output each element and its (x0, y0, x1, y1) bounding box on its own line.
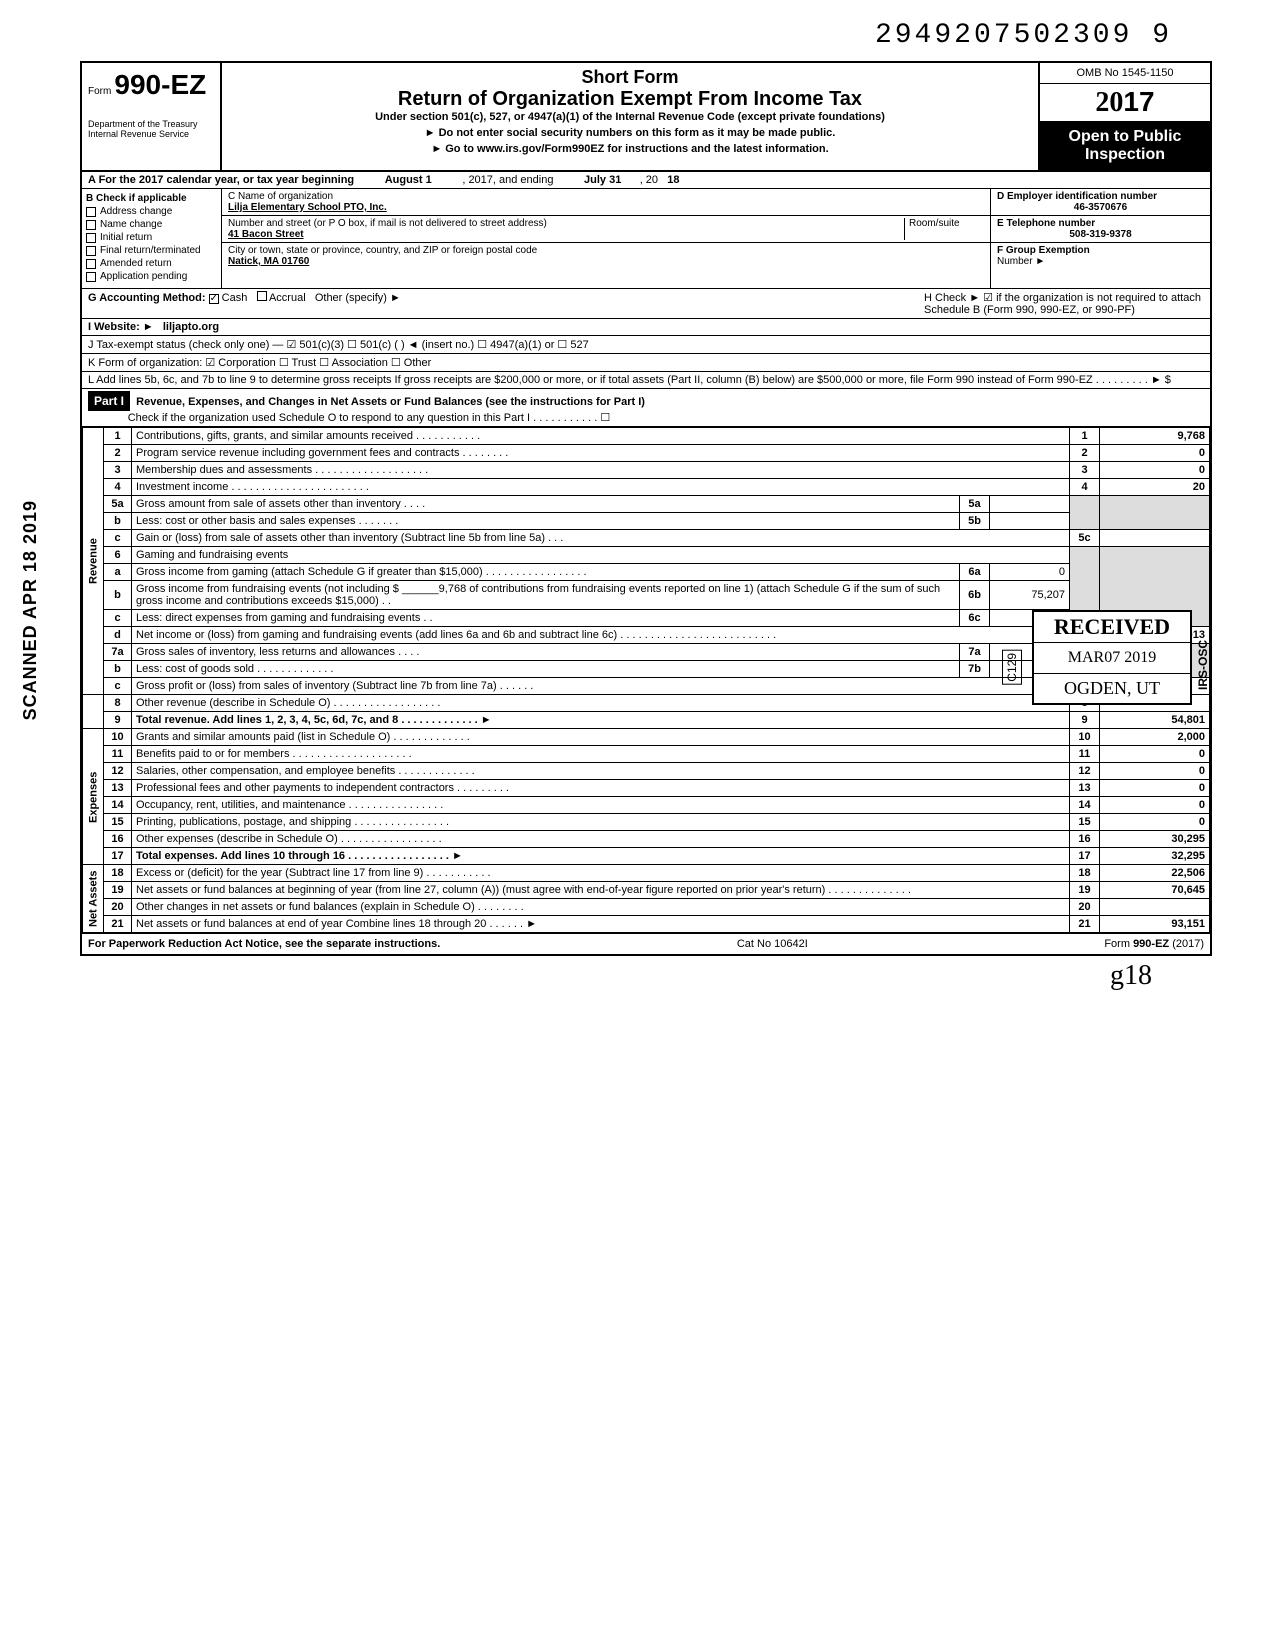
form-number-cell: Form 990-EZ Department of the Treasury I… (82, 63, 222, 170)
chk-pending[interactable]: Application pending (86, 271, 217, 282)
footer-right: Form 990-EZ (2017) (1104, 938, 1204, 950)
revenue-label: Revenue (83, 428, 104, 695)
e-label: E Telephone number (997, 218, 1204, 229)
document-locator-number: 2949207502309 9 (80, 20, 1212, 51)
row-a-tax-year: A For the 2017 calendar year, or tax yea… (82, 172, 1210, 189)
form-number: 990-EZ (114, 69, 206, 100)
g-label: G Accounting Method: (88, 292, 206, 304)
street-address: 41 Bacon Street (228, 229, 904, 240)
part-1-check: Check if the organization used Schedule … (128, 412, 611, 424)
right-header: OMB No 1545-1150 2017 Open to Public Ins… (1040, 63, 1210, 170)
i-label: I Website: ► (88, 321, 154, 333)
row-l-gross-receipts: L Add lines 5b, 6c, and 7b to line 9 to … (82, 372, 1210, 389)
form-header: Form 990-EZ Department of the Treasury I… (82, 63, 1210, 172)
chk-final-return[interactable]: Final return/terminated (86, 245, 217, 256)
chk-address-change[interactable]: Address change (86, 206, 217, 217)
stamp-location: OGDEN, UT (1034, 674, 1190, 703)
col-b-title: B Check if applicable (86, 193, 217, 204)
form-990ez: Form 990-EZ Department of the Treasury I… (80, 61, 1212, 956)
city-state-zip: Natick, MA 01760 (228, 256, 984, 267)
row-k-org-form: K Form of organization: ☑ Corporation ☐ … (82, 354, 1210, 372)
section-bcd: B Check if applicable Address change Nam… (82, 189, 1210, 289)
short-form-label: Short Form (226, 67, 1034, 88)
goto-url: ► Go to www.irs.gov/Form990EZ for instru… (226, 143, 1034, 155)
part-1-label: Part I (88, 391, 130, 411)
street-label: Number and street (or P O box, if mail i… (228, 218, 904, 229)
main-title: Return of Organization Exempt From Incom… (226, 88, 1034, 111)
end-year: 18 (667, 174, 679, 186)
title-cell: Short Form Return of Organization Exempt… (222, 63, 1040, 170)
chk-name-change[interactable]: Name change (86, 219, 217, 230)
open-inspection: Open to Public Inspection (1040, 122, 1210, 170)
stamp-c129: C129 (1002, 650, 1022, 685)
footer-mid: Cat No 10642I (737, 938, 808, 950)
col-c-org-info: C Name of organization Lilja Elementary … (222, 189, 990, 288)
subtitle: Under section 501(c), 527, or 4947(a)(1)… (226, 111, 1034, 123)
ein-value: 46-3570676 (997, 202, 1204, 213)
row-h: H Check ► ☑ if the organization is not r… (924, 291, 1204, 316)
website-value: liljapto.org (163, 321, 219, 333)
expenses-label: Expenses (83, 729, 104, 865)
signature: g18 (80, 960, 1212, 992)
chk-accrual[interactable] (257, 291, 267, 301)
part-1-title: Revenue, Expenses, and Changes in Net As… (136, 396, 645, 408)
part-1-header: Part I Revenue, Expenses, and Changes in… (82, 389, 1210, 427)
begin-date: August 1 (385, 174, 432, 186)
omb-number: OMB No 1545-1150 (1040, 63, 1210, 84)
chk-amended[interactable]: Amended return (86, 258, 217, 269)
row-a-prefix: A For the 2017 calendar year, or tax yea… (88, 174, 354, 186)
tax-year: 2017 (1040, 84, 1210, 122)
chk-cash[interactable] (209, 294, 219, 304)
stamp-received: RECEIVED (1034, 612, 1190, 643)
row-i-website: I Website: ► liljapto.org (82, 319, 1210, 336)
col-d-ein: D Employer identification number 46-3570… (990, 189, 1210, 288)
row-a-mid: , 2017, and ending (462, 174, 553, 186)
year-suffix: 17 (1123, 86, 1154, 117)
c-label: C Name of organization (228, 191, 984, 202)
room-suite: Room/suite (904, 218, 984, 240)
f-number: Number ► (997, 256, 1045, 267)
footer: For Paperwork Reduction Act Notice, see … (82, 933, 1210, 954)
d-label: D Employer identification number (997, 191, 1204, 202)
end-date: July 31 (584, 174, 621, 186)
scanned-stamp: SCANNED APR 18 2019 (20, 500, 41, 720)
phone-value: 508-319-9378 (997, 229, 1204, 240)
dept-treasury: Department of the Treasury Internal Reve… (88, 119, 214, 139)
year-prefix: 20 (1095, 87, 1123, 118)
city-label: City or town, state or province, country… (228, 245, 984, 256)
footer-left: For Paperwork Reduction Act Notice, see … (88, 938, 440, 950)
net-assets-label: Net Assets (83, 865, 104, 933)
ssn-warning: ► Do not enter social security numbers o… (226, 127, 1034, 139)
row-j-tax-status: J Tax-exempt status (check only one) — ☑… (82, 336, 1210, 354)
chk-initial-return[interactable]: Initial return (86, 232, 217, 243)
f-label: F Group Exemption (997, 245, 1090, 256)
form-prefix: Form (88, 86, 111, 97)
stamp-irs-osc: IRS-OSC (1196, 640, 1210, 690)
received-stamp: RECEIVED MAR07 2019 OGDEN, UT (1032, 610, 1192, 705)
col-b-checkboxes: B Check if applicable Address change Nam… (82, 189, 222, 288)
org-name: Lilja Elementary School PTO, Inc. (228, 202, 984, 213)
row-a-suffix: , 20 (640, 174, 658, 186)
row-g-h: G Accounting Method: Cash Accrual Other … (82, 289, 1210, 319)
stamp-date: MAR07 2019 (1034, 643, 1190, 674)
